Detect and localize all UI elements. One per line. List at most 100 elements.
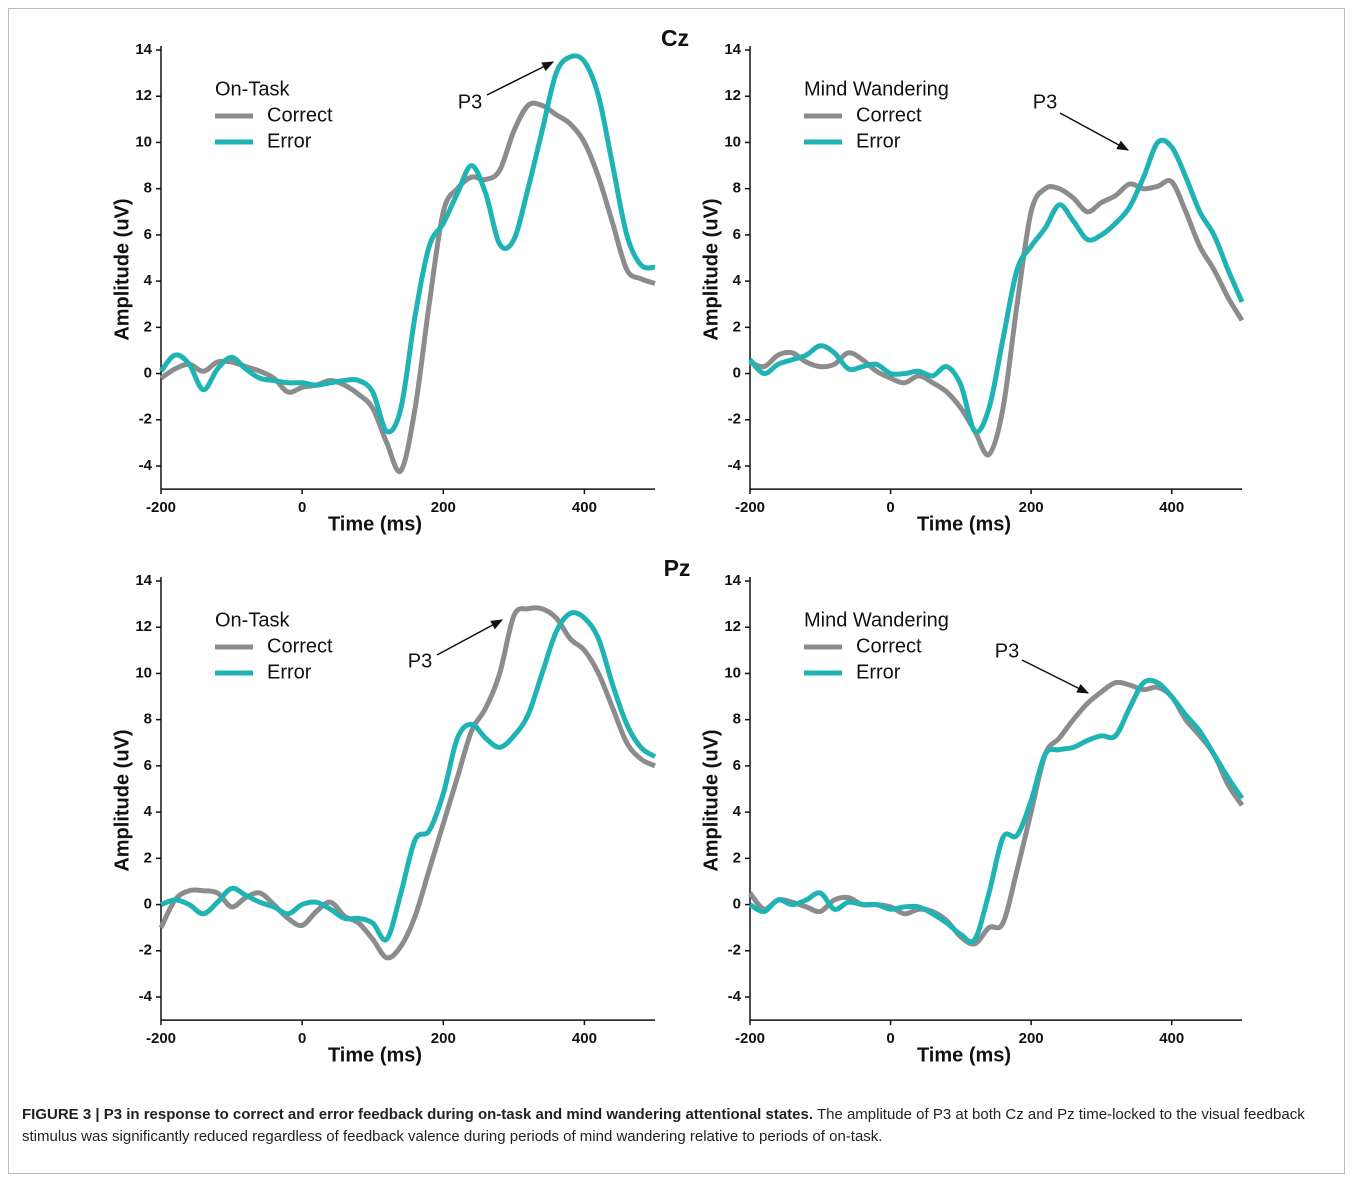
legend-title: Mind Wandering — [804, 609, 949, 631]
y-tick-label: 14 — [135, 572, 152, 589]
y-tick-label: -2 — [139, 942, 152, 959]
y-tick-label: 10 — [135, 133, 152, 150]
annotation: P3 — [458, 91, 482, 113]
annotation: P3 — [995, 640, 1019, 662]
y-axis-label: Amplitude (uV) — [700, 729, 722, 871]
data-line — [158, 605, 657, 961]
x-tick-label: 400 — [572, 499, 597, 516]
y-tick-label: 8 — [144, 711, 152, 728]
y-tick-label: -4 — [139, 988, 153, 1005]
y-tick-label: -2 — [728, 942, 741, 959]
data-line — [159, 53, 656, 435]
legend-label: Correct — [267, 104, 333, 126]
annotation-arrow — [1021, 659, 1090, 694]
y-tick-label: 14 — [724, 572, 741, 589]
y-tick-label: 0 — [733, 365, 741, 382]
y-tick-label: 6 — [733, 226, 741, 243]
y-tick-label: -4 — [728, 988, 742, 1005]
x-tick-label: -200 — [146, 1030, 176, 1047]
legend-label: Error — [267, 661, 312, 683]
x-tick-label: -200 — [735, 1030, 765, 1047]
annotation: P3 — [408, 650, 432, 672]
caption-text: The amplitude of P3 at both Cz and Pz ti… — [22, 1106, 1305, 1145]
data-line — [748, 677, 1245, 945]
y-tick-label: -2 — [728, 411, 741, 428]
x-tick-label: 0 — [298, 499, 306, 516]
x-tick-label: 200 — [1019, 1030, 1044, 1047]
x-axis-label: Time (ms) — [328, 1044, 422, 1066]
y-axis-label: Amplitude (uV) — [111, 729, 133, 871]
y-tick-label: 12 — [724, 87, 741, 104]
y-axis-label: Amplitude (uV) — [700, 198, 722, 340]
legend-title: Mind Wandering — [804, 78, 949, 100]
row-label: Cz — [661, 25, 689, 51]
y-tick-label: -4 — [139, 457, 153, 474]
y-tick-label: 6 — [144, 226, 152, 243]
x-tick-label: 0 — [886, 499, 894, 516]
y-tick-label: 12 — [135, 618, 152, 635]
y-tick-label: -4 — [728, 457, 742, 474]
x-tick-label: -200 — [735, 499, 765, 516]
y-tick-label: 14 — [724, 41, 741, 58]
x-axis-label: Time (ms) — [917, 513, 1011, 535]
x-tick-label: 400 — [1159, 499, 1184, 516]
figure-frame — [8, 8, 1345, 1174]
y-tick-label: 12 — [135, 87, 152, 104]
y-tick-label: 8 — [144, 180, 152, 197]
y-tick-label: 4 — [144, 803, 153, 820]
data-line — [159, 100, 656, 475]
x-axis-label: Time (ms) — [917, 1044, 1011, 1066]
legend-label: Correct — [267, 635, 333, 657]
x-tick-label: 0 — [886, 1030, 894, 1047]
x-tick-label: 0 — [298, 1030, 306, 1047]
legend-label: Error — [267, 130, 312, 152]
y-tick-label: 2 — [733, 318, 741, 335]
data-line — [748, 137, 1245, 435]
data-line — [160, 610, 657, 943]
legend-title: On-Task — [215, 609, 290, 631]
legend-label: Correct — [856, 104, 922, 126]
data-line — [748, 178, 1245, 458]
caption-label: FIGURE 3 | P3 in response to correct and… — [22, 1106, 814, 1123]
x-axis-label: Time (ms) — [328, 513, 422, 535]
y-tick-label: 4 — [733, 272, 742, 289]
annotation: P3 — [1033, 91, 1057, 113]
y-tick-label: 10 — [724, 664, 741, 681]
y-tick-label: 14 — [135, 41, 152, 58]
legend-label: Error — [856, 661, 901, 683]
y-tick-label: 12 — [724, 618, 741, 635]
x-tick-label: 200 — [431, 499, 456, 516]
x-tick-label: 200 — [431, 1030, 456, 1047]
y-tick-label: 2 — [144, 318, 152, 335]
caption: FIGURE 3 | P3 in response to correct and… — [22, 1104, 1322, 1148]
x-tick-label: -200 — [146, 499, 176, 516]
legend-title: On-Task — [215, 78, 290, 100]
y-tick-label: 4 — [144, 272, 153, 289]
annotation-arrow — [436, 619, 504, 656]
y-tick-label: 2 — [144, 849, 152, 866]
x-tick-label: 200 — [1019, 499, 1044, 516]
x-tick-label: 400 — [572, 1030, 597, 1047]
legend-label: Correct — [856, 635, 922, 657]
y-tick-label: 0 — [144, 365, 152, 382]
y-tick-label: 8 — [733, 180, 741, 197]
y-tick-label: 10 — [724, 133, 741, 150]
x-tick-label: 400 — [1159, 1030, 1184, 1047]
y-tick-label: 6 — [144, 757, 152, 774]
y-tick-label: 4 — [733, 803, 742, 820]
y-tick-label: 2 — [733, 849, 741, 866]
row-label: Pz — [664, 555, 691, 581]
y-tick-label: -2 — [139, 411, 152, 428]
annotation-arrow — [1059, 112, 1130, 151]
y-tick-label: 10 — [135, 664, 152, 681]
y-tick-label: 0 — [144, 896, 152, 913]
y-axis-label: Amplitude (uV) — [111, 198, 133, 340]
y-tick-label: 8 — [733, 711, 741, 728]
annotation-arrow — [486, 61, 555, 96]
y-tick-label: 6 — [733, 757, 741, 774]
y-tick-label: 0 — [733, 896, 741, 913]
legend-label: Error — [856, 130, 901, 152]
data-line — [748, 679, 1245, 947]
